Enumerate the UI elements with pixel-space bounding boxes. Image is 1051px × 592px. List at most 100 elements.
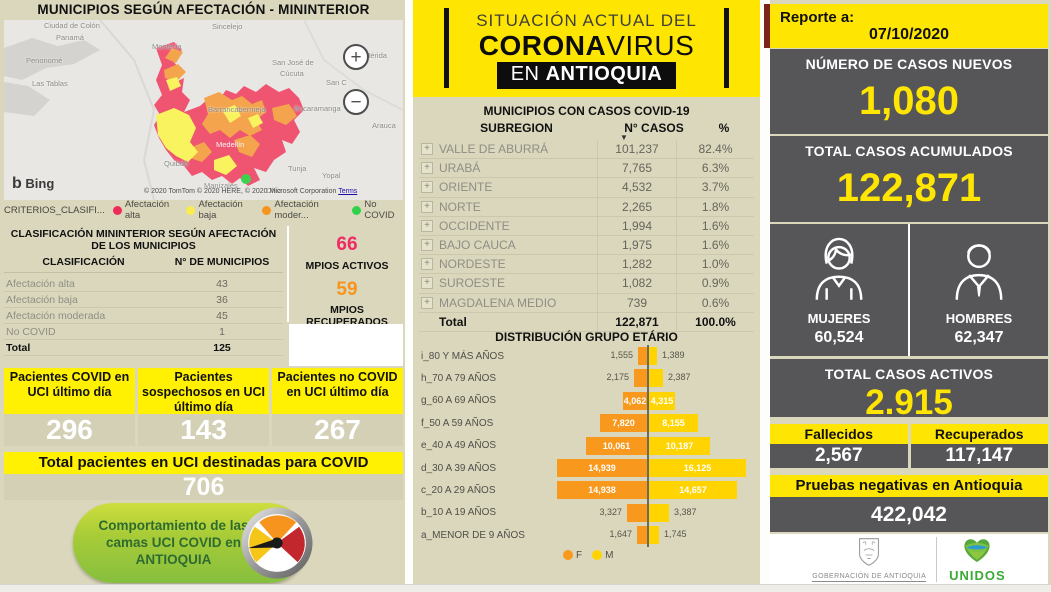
subregion-row[interactable]: + ORIENTE 4,532 3.7% (419, 178, 754, 198)
col-subregion[interactable]: SUBREGION (480, 121, 553, 135)
subregion-name: NORTE (439, 199, 481, 214)
total-cases-value: 122,871 (836, 166, 982, 210)
bar-f[interactable]: 14,938 (557, 481, 647, 500)
age-chart-row: b_10 A 19 AÑOS 3,327 3,387 (413, 501, 760, 525)
map-city-label: Ciudad de Colón (44, 21, 100, 30)
bar-f[interactable]: 14,939 (557, 458, 647, 477)
expand-plus-icon[interactable]: + (421, 239, 433, 252)
legend-item-label: Afectación alta (124, 199, 170, 221)
subregion-row[interactable]: + BAJO CAUCA 1,975 1.6% (419, 235, 754, 256)
bar-f[interactable] (634, 369, 647, 388)
bar-m[interactable]: 16,125 (649, 458, 746, 477)
legend-item-label: No COVID (364, 199, 395, 221)
bar-m[interactable]: 8,155 (649, 414, 698, 433)
subregion-row[interactable]: + MAGDALENA MEDIO 739 0.6% (419, 293, 754, 313)
bar-f[interactable]: 4,062 (623, 391, 647, 410)
bar-m-value: 16,125 (683, 462, 712, 473)
column-gutter (760, 0, 770, 592)
bar-f[interactable] (638, 347, 647, 365)
map-legend: CRITERIOS_CLASIFI... Afectación alta Afec… (4, 199, 403, 221)
subregion-row[interactable]: + SUROESTE 1,082 0.9% (419, 274, 754, 294)
situation-header: SITUACIÓN ACTUAL DEL CORONAVIRUS EN ANTI… (413, 0, 760, 97)
subregion-pct: 0.9% (676, 274, 754, 293)
woman-icon (815, 237, 863, 300)
bar-f-value: 3,327 (599, 506, 622, 517)
cases-table-body: + VALLE DE ABURRÁ 101,237 82.4% + URABÁ 7,765 6… (419, 140, 754, 332)
age-chart-row: i_80 Y MÁS AÑOS 1,555 1,389 (413, 345, 760, 368)
bar-f[interactable]: 7,820 (600, 414, 647, 433)
bar-f[interactable] (627, 503, 647, 522)
subregion-row[interactable]: + NORTE 2,265 1.8% (419, 197, 754, 217)
bar-m[interactable] (649, 526, 659, 545)
age-group-label: e_40 A 49 AÑOS (421, 440, 497, 452)
subregion-cases: 739 (597, 293, 676, 312)
total-cases-label: TOTAL CASOS ACUMULADOS (805, 143, 1013, 159)
total-cases: 122,871 (597, 312, 676, 331)
map-zoom-in-button[interactable]: + (343, 44, 369, 70)
new-cases-card: NÚMERO DE CASOS NUEVOS 1,080 (770, 49, 1048, 134)
women-value: 60,524 (814, 329, 864, 346)
classification-total-value: 125 (213, 341, 231, 354)
bar-m[interactable] (649, 347, 657, 365)
expand-plus-icon[interactable]: + (421, 162, 433, 175)
classification-row-value: 43 (216, 277, 228, 290)
deaths-card: Fallecidos 2,567 (770, 424, 908, 468)
classification-total-row: Total 125 (4, 340, 283, 356)
classification-header: CLASIFICACIÓN N° DE MUNICIPIOS (4, 256, 283, 273)
bar-m-value: 8,155 (662, 418, 685, 429)
map-city-label: Las Tablas (32, 79, 68, 88)
subregion-pct: 1.0% (676, 255, 754, 274)
bar-zone-f: 14,938 (554, 479, 647, 501)
bar-zone-f: 7,820 (554, 412, 647, 434)
age-group-label: a_MENOR DE 9 AÑOS (421, 529, 525, 541)
subregion-row[interactable]: + NORDESTE 1,282 1.0% (419, 255, 754, 275)
new-cases-label: NÚMERO DE CASOS NUEVOS (805, 56, 1013, 72)
expand-plus-icon[interactable]: + (421, 181, 433, 194)
uci-behavior-button[interactable]: Comportamiento de las camas UCI COVID en… (73, 503, 313, 583)
legend-m-label: M (605, 549, 614, 561)
map-terms-link[interactable]: Terms (338, 188, 358, 195)
map-city-label: Bucaramanga (294, 104, 341, 113)
bing-map[interactable]: Ciudad de Colón Panamá Penonomé Las Tablas M… (4, 20, 403, 200)
map-city-label: Quibdó (164, 159, 189, 168)
expand-plus-icon[interactable]: + (421, 143, 433, 156)
subregion-name: URABÁ (439, 161, 481, 176)
legend-item-label: Afectación baja (198, 199, 243, 221)
subregion-name: OCCIDENTE (439, 218, 510, 233)
bar-m[interactable] (649, 369, 663, 388)
bar-m[interactable]: 4,315 (649, 391, 675, 410)
bar-f-value: 4,062 (623, 395, 647, 406)
expand-plus-icon[interactable]: + (421, 277, 433, 290)
uci-total-value: 706 (4, 474, 403, 500)
new-cases-value: 1,080 (858, 79, 960, 123)
col-pct[interactable]: % (718, 121, 730, 135)
age-group-label: h_70 A 79 AÑOS (421, 373, 497, 385)
bar-m[interactable]: 14,657 (649, 481, 737, 500)
uci-total-label: Total pacientes en UCI destinadas para C… (4, 452, 403, 474)
bar-f[interactable] (637, 526, 647, 545)
expand-plus-icon[interactable]: + (421, 219, 433, 232)
map-city-label: San José de (272, 58, 314, 67)
total-pct: 100.0% (676, 312, 754, 331)
subregion-row[interactable]: + OCCIDENTE 1,994 1.6% (419, 216, 754, 236)
classification-col-class: CLASIFICACIÓN (42, 256, 125, 268)
col-cases[interactable]: N° CASOS ▼ (620, 121, 684, 142)
expand-plus-icon[interactable]: + (421, 200, 433, 213)
bar-f[interactable]: 10,061 (586, 436, 647, 455)
classification-row: Afectación baja 36 (4, 292, 283, 308)
expand-plus-icon[interactable]: + (421, 296, 433, 309)
subregion-pct: 0.6% (676, 293, 754, 312)
bar-m[interactable]: 10,187 (649, 436, 710, 455)
uci-sospechosos-card: Pacientes sospechosos en UCI último día … (138, 368, 269, 446)
header-bar-right (724, 8, 729, 88)
gender-cards: MUJERES 60,524 HOMBRES 62,347 (770, 224, 1048, 356)
map-zoom-out-button[interactable]: − (343, 89, 369, 115)
negative-tests-label: Pruebas negativas en Antioquia (770, 475, 1048, 497)
uci-covid-value: 296 (4, 414, 135, 446)
subregion-row[interactable]: + VALLE DE ABURRÁ 101,237 82.4% (419, 140, 754, 160)
bar-m[interactable] (649, 503, 669, 522)
legend-title: CRITERIOS_CLASIFI... (4, 204, 105, 216)
subregion-pct: 1.8% (676, 197, 754, 216)
subregion-row[interactable]: + URABÁ 7,765 6.3% (419, 159, 754, 179)
expand-plus-icon[interactable]: + (421, 258, 433, 271)
